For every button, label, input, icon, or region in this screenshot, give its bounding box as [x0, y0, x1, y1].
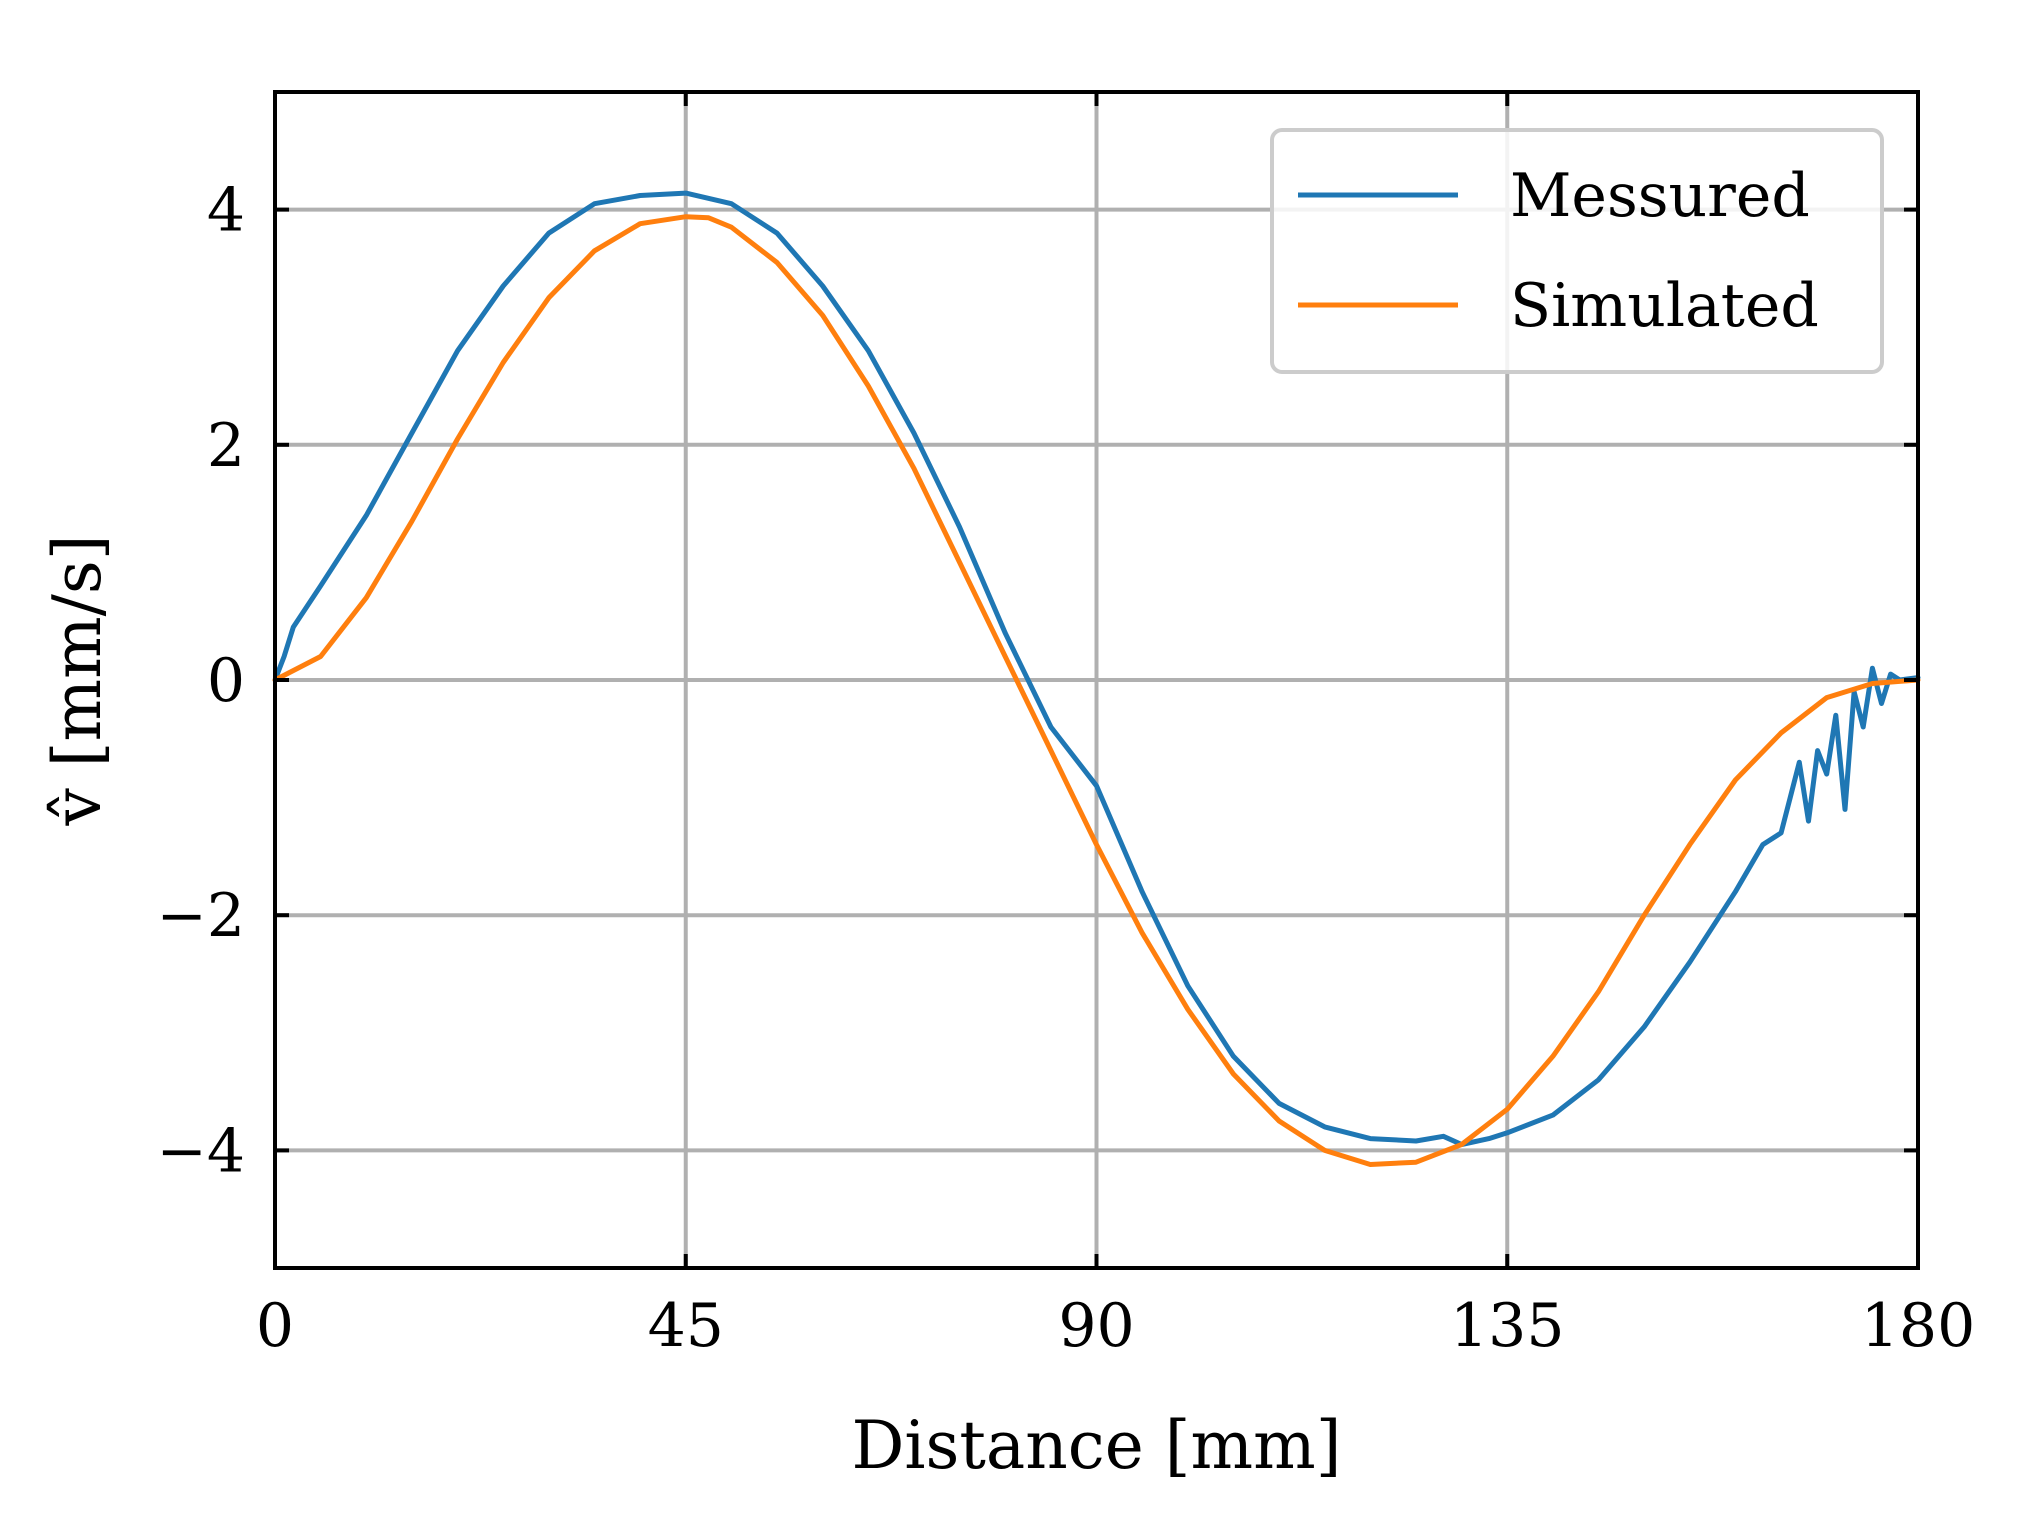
- x-tick-label-135: 135: [1450, 1291, 1565, 1361]
- ticks: [273, 92, 1920, 1268]
- series-line-simulated: [272, 214, 1921, 1167]
- x-tick-label-180: 180: [1861, 1291, 1976, 1361]
- series-layer: [272, 190, 1921, 1167]
- y-tick-label-2: 2: [207, 411, 245, 481]
- y-tick-label-4: 4: [207, 176, 245, 246]
- x-axis-label: Distance [mm]: [852, 1407, 1342, 1484]
- legend-box: [1270, 128, 1884, 374]
- x-tick-label-90: 90: [1058, 1291, 1134, 1361]
- legend-label-messured: Messured: [1510, 161, 1810, 231]
- tick-labels: 0 45 90 135 180 −4 −2 0 2 4: [157, 176, 1976, 1361]
- legend-label-simulated: Simulated: [1510, 271, 1819, 341]
- y-tick-label--2: −2: [157, 881, 245, 951]
- y-tick-label--4: −4: [157, 1116, 245, 1186]
- y-axis-label: v̂ [mm/s]: [39, 534, 116, 826]
- series-line-messured: [272, 190, 1921, 1147]
- x-tick-label-0: 0: [256, 1291, 294, 1361]
- legend: Messured Simulated: [1270, 128, 1884, 374]
- y-tick-label-0: 0: [207, 646, 245, 716]
- x-tick-label-45: 45: [648, 1291, 724, 1361]
